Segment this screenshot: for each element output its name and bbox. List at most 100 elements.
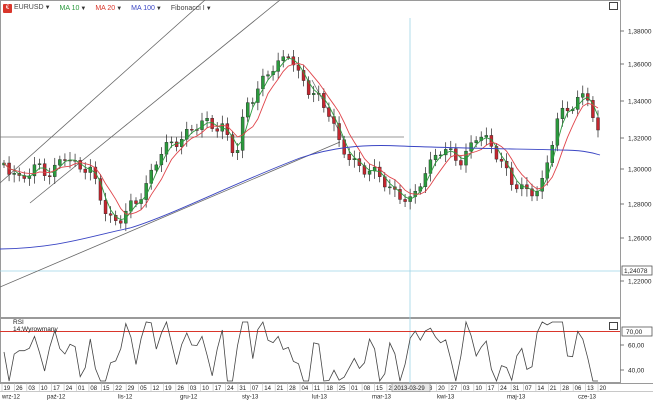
cursor-date-label: 2013-03-29 [394, 386, 425, 392]
fibonacci-selector[interactable]: Fibonacci I▼ [170, 4, 212, 12]
month-label: wrz-12 [1, 395, 21, 400]
candle-body [169, 141, 174, 144]
candle-body [124, 210, 128, 224]
price-tick-label: 1,28000 [628, 202, 652, 209]
candle-body [499, 158, 504, 162]
chevron-down-icon: ▼ [155, 5, 162, 12]
date-tick-label: 28 [289, 386, 296, 392]
candle-body [347, 154, 351, 160]
candle-body [449, 148, 453, 150]
date-tick-label: 25 [339, 386, 346, 392]
candle-body [205, 118, 209, 122]
candle-body [266, 74, 270, 77]
price-tick-label: 1,22000 [628, 279, 652, 286]
candle-body [535, 191, 539, 197]
candle-body [398, 189, 402, 200]
candle-body [235, 150, 240, 153]
date-tick-label: 03 [28, 386, 35, 392]
candle-body [286, 56, 291, 58]
date-tick-label: 15 [103, 386, 110, 392]
date-tick-label: 07 [252, 386, 259, 392]
date-tick-label: 18 [326, 386, 333, 392]
candle-body [78, 160, 82, 170]
date-tick-label: 31 [513, 386, 520, 392]
candle-body [596, 117, 600, 131]
rsi-line [3, 320, 598, 383]
date-tick-label: 26 [16, 386, 23, 392]
candle-body [12, 173, 16, 175]
date-tick-label: 19 [4, 386, 11, 392]
date-tick-label: 05 [140, 386, 147, 392]
candle-body [47, 175, 52, 177]
trend-line [0, 141, 341, 288]
date-tick-label: 20 [600, 386, 607, 392]
month-label: maj-13 [507, 395, 526, 400]
price-panel-frame [0, 0, 621, 318]
date-tick-label: 13 [587, 386, 594, 392]
date-tick-label: 21 [550, 386, 557, 392]
candle-body [388, 186, 392, 189]
candle-body [27, 175, 32, 179]
date-tick-label: 21 [277, 386, 284, 392]
date-tick-label: 07 [525, 386, 532, 392]
date-tick-label: 26 [177, 386, 184, 392]
rsi-params: 14;Wyrowmany [13, 326, 58, 333]
candle-body [565, 107, 570, 112]
candle-body [215, 128, 219, 132]
maximize-button[interactable] [609, 2, 618, 10]
candle-body [108, 213, 113, 216]
candle-body [200, 120, 204, 130]
candle-body [63, 159, 67, 161]
candle-body [464, 150, 468, 166]
month-label: kwi-13 [437, 395, 455, 400]
candle-body [98, 178, 103, 201]
date-tick-label: 15 [376, 386, 383, 392]
date-tick-label: 11 [314, 386, 321, 392]
price-tick-label: 1,36000 [628, 62, 652, 69]
trend-channel-upper [0, 0, 206, 184]
date-tick-label: 24 [227, 386, 234, 392]
date-tick-label: 14 [537, 386, 544, 392]
candle-body [129, 200, 133, 212]
ma100-line [0, 145, 601, 250]
chevron-down-icon: ▼ [80, 5, 87, 12]
cursor-date-box [391, 383, 431, 392]
current-price-box [621, 265, 653, 276]
candle-body [530, 188, 534, 197]
chevron-down-icon: ▼ [205, 5, 212, 12]
date-tick-label: 29 [128, 386, 135, 392]
candle-body [509, 167, 514, 185]
date-tick-label: 17 [53, 386, 60, 392]
candle-body [190, 129, 194, 131]
date-tick-label: 19 [165, 386, 172, 392]
chevron-down-icon: ▼ [44, 4, 51, 11]
candle-body [550, 144, 555, 163]
rsi-maximize-button[interactable] [609, 322, 618, 330]
candle-body [327, 107, 331, 117]
rsi-level-box [621, 326, 653, 337]
price-tick-label: 1,38000 [628, 29, 652, 36]
ma100-selector[interactable]: MA 100▼ [131, 4, 162, 12]
date-tick-label: 20 [438, 386, 445, 392]
candle-body [469, 142, 473, 152]
rsi-level-label: 70,00 [626, 329, 643, 336]
candle-body [591, 100, 595, 118]
rsi-tick-label: 40,00 [628, 368, 645, 375]
ma10-selector[interactable]: MA 10▼ [59, 4, 87, 12]
candle-body [103, 200, 108, 214]
candle-body [459, 160, 463, 166]
symbol-icon: € [3, 3, 12, 13]
symbol-selector[interactable]: € EURUSD▼ [0, 3, 51, 13]
candle-body [296, 64, 301, 71]
candle-body [575, 97, 580, 110]
month-label: mar-13 [372, 395, 392, 400]
candle-body [119, 220, 123, 224]
rsi-title: RSI [13, 319, 24, 326]
ma20-selector[interactable]: MA 20▼ [95, 4, 123, 12]
candle-body [37, 163, 42, 165]
candle-body [337, 123, 341, 140]
ma20-line [3, 63, 599, 215]
date-tick-label: 10 [202, 386, 209, 392]
date-tick-label: 17 [488, 386, 495, 392]
